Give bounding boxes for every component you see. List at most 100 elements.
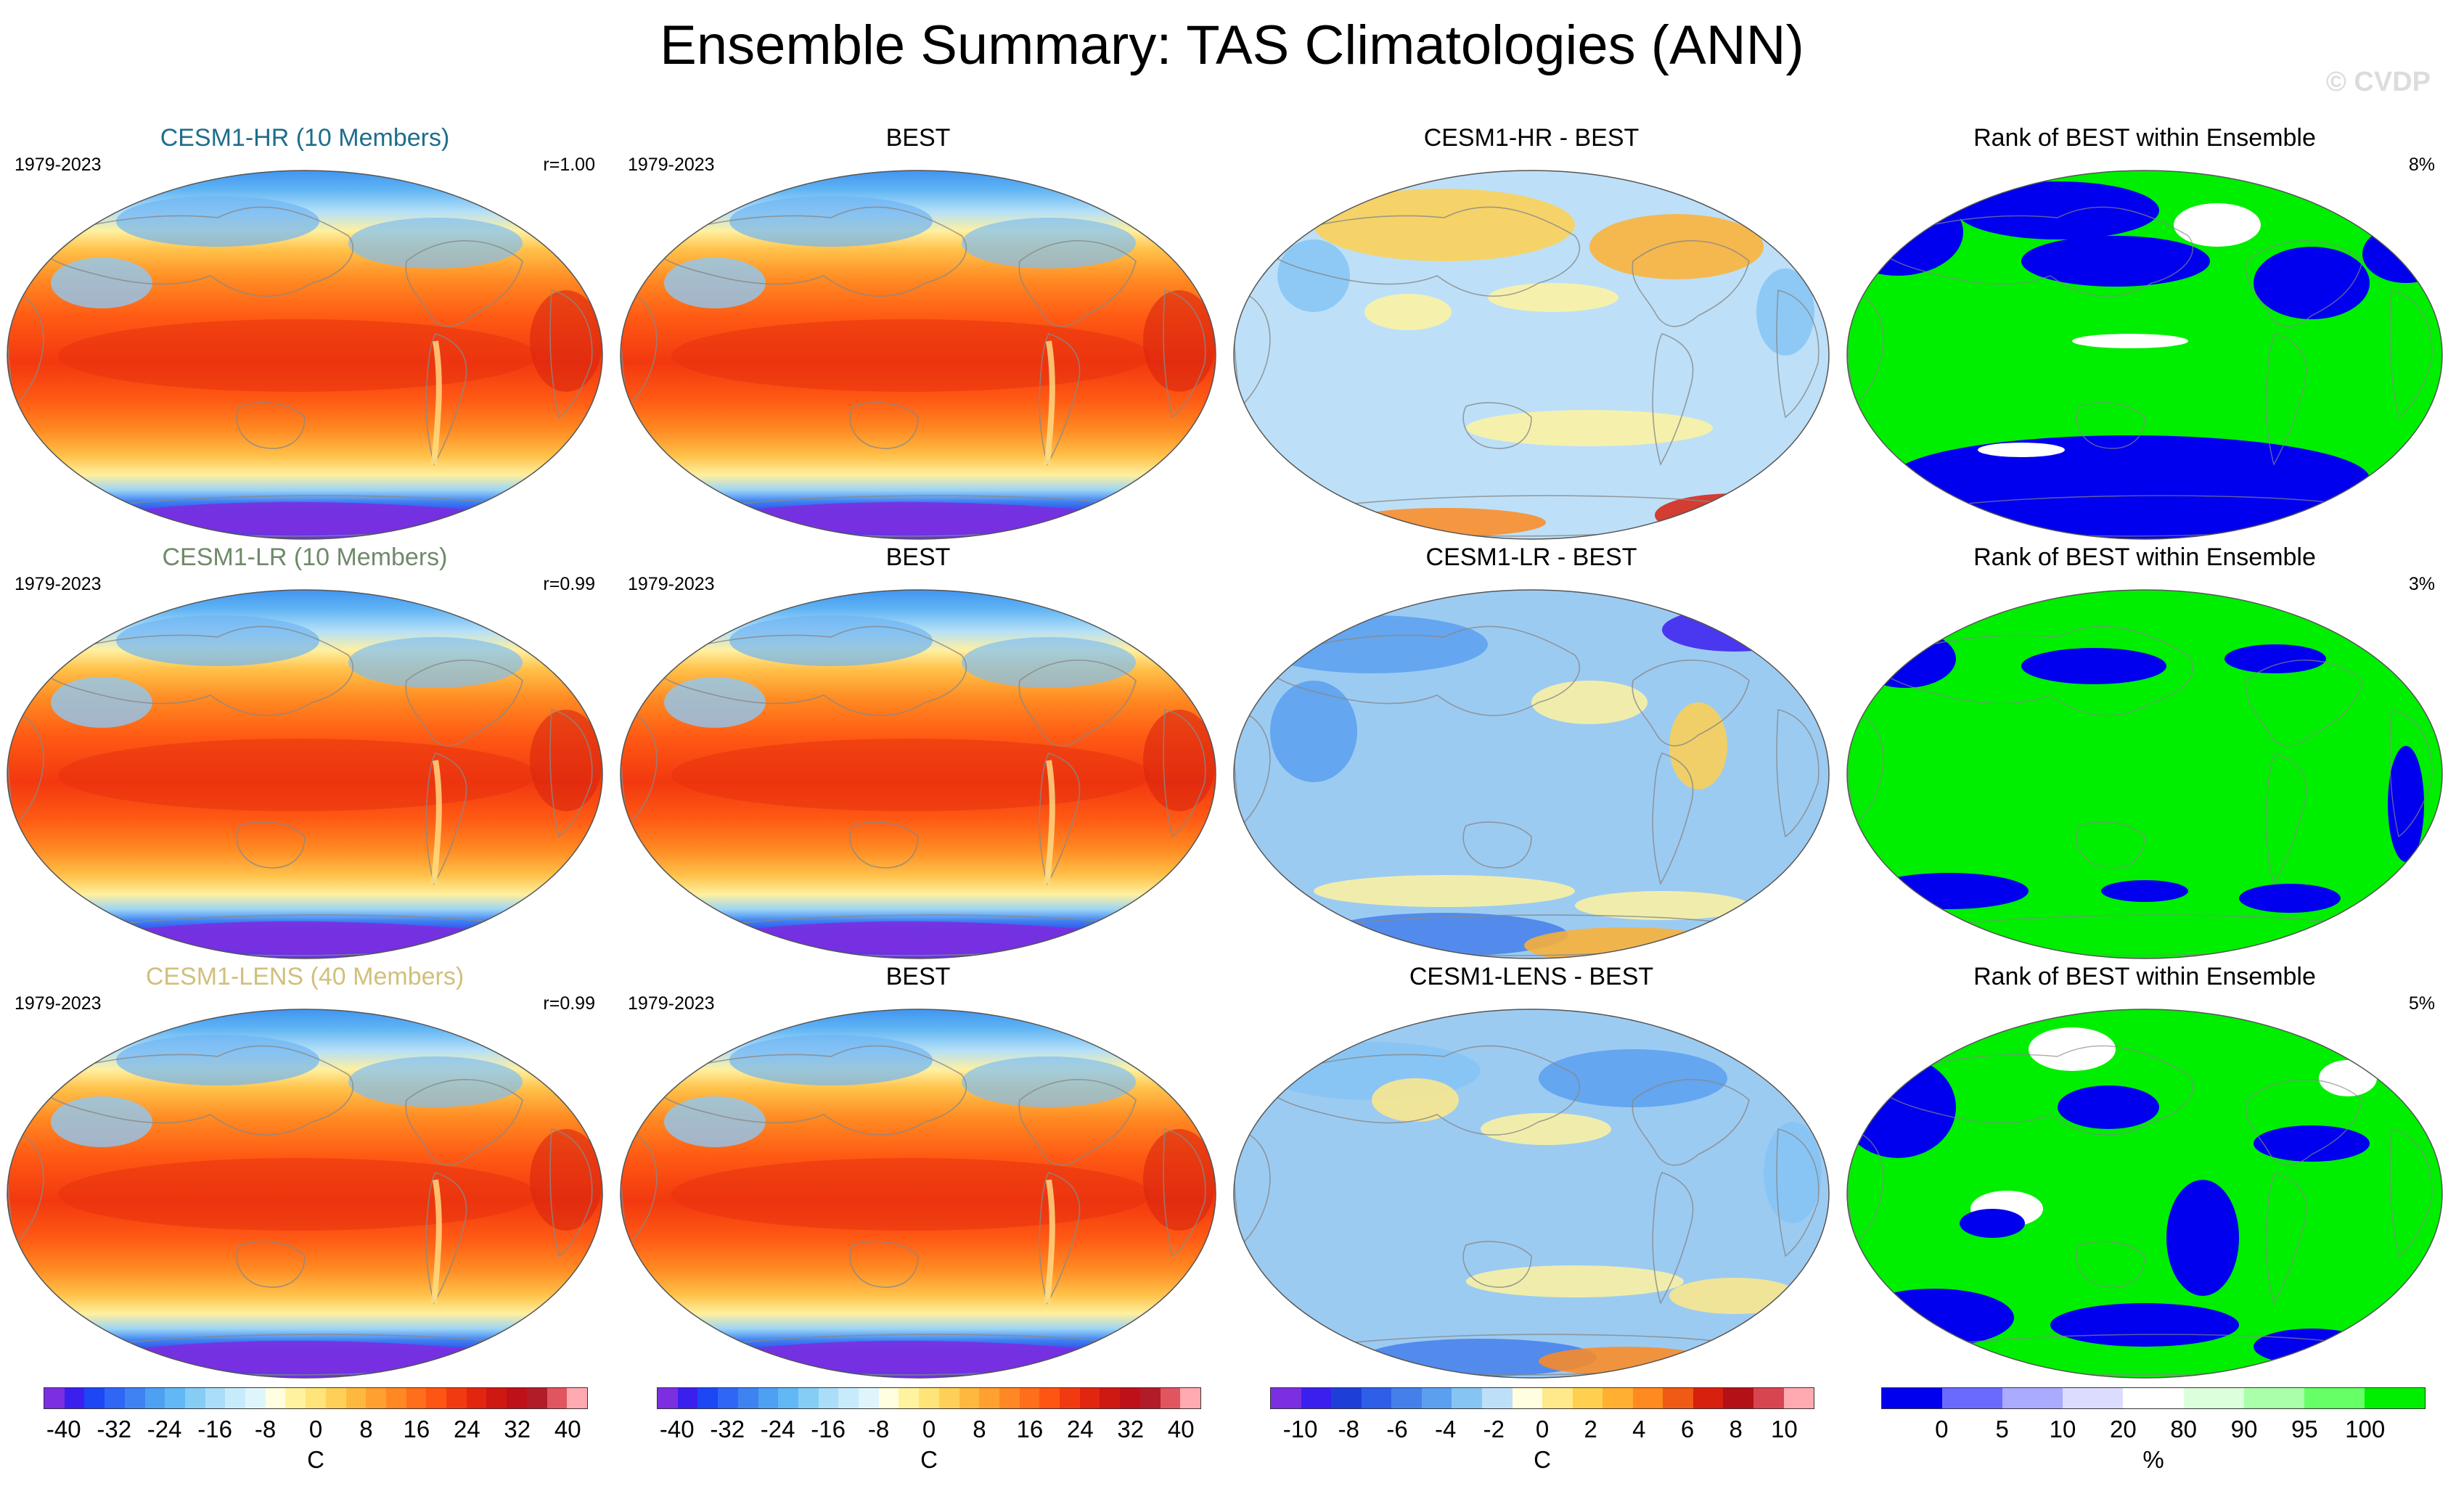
panel-obs-row1: BEST 1979-2023: [613, 123, 1223, 543]
colorbar-swatch: [184, 1388, 205, 1408]
rank-percent-label: 3%: [2408, 574, 2435, 594]
colorbar-4: 0 5 10 20 80 90 95 100%: [1881, 1387, 2464, 1474]
colorbar-tick-label: 24: [1066, 1416, 1094, 1442]
colorbar-tick-label: 80: [2170, 1416, 2198, 1442]
model-map: [7, 589, 603, 959]
colorbar-swatch: [144, 1388, 165, 1408]
panel-rank-row3: Rank of BEST within Ensemble 5%: [1840, 962, 2449, 1382]
model-map: [7, 170, 603, 540]
colorbar-swatch: [1512, 1388, 1543, 1408]
colorbar-swatches: [657, 1387, 1201, 1409]
coastline: [1018, 1079, 1137, 1166]
coastline: [1254, 625, 1580, 716]
colorbar-swatch: [1693, 1388, 1724, 1408]
colorbar-tick-label: -8: [1338, 1416, 1359, 1442]
colorbar-tick-label: 40: [554, 1416, 581, 1442]
obs-panel-title: BEST: [885, 543, 951, 571]
colorbar-swatch: [124, 1388, 145, 1408]
coastline: [1776, 289, 1820, 419]
colorbar-tick-label: 4: [1632, 1416, 1646, 1442]
coastline: [2265, 1172, 2307, 1305]
colorbar-swatch: [1572, 1388, 1603, 1408]
cvdp-watermark: © CVDP: [2325, 67, 2431, 97]
colorbar-swatch: [1271, 1388, 1301, 1408]
colorbar-swatch: [1120, 1388, 1140, 1408]
colorbar-swatch: [1663, 1388, 1693, 1408]
colorbar-swatch: [878, 1388, 899, 1408]
colorbar-swatch: [325, 1388, 346, 1408]
coastline: [405, 1079, 523, 1166]
colorbar-tick-label: 0: [922, 1416, 936, 1442]
rank-percent-label: 5%: [2408, 993, 2435, 1014]
colorbar-swatch: [466, 1388, 487, 1408]
panel-diff-row2: CESM1-LR - BEST: [1227, 543, 1836, 962]
colorbar-swatch: [1632, 1388, 1663, 1408]
coastline: [549, 708, 593, 838]
rank-percent-label: 8%: [2408, 155, 2435, 175]
colorbar-swatch: [938, 1388, 959, 1408]
colorbar-tick-label: 24: [453, 1416, 480, 1442]
colorbar-swatch: [1753, 1388, 1784, 1408]
panel-model-row1: CESM1-HR (10 Members) 1979-2023 r=1.00: [0, 123, 610, 543]
colorbar-unit-label: C: [1534, 1446, 1551, 1473]
colorbar-swatch: [345, 1388, 367, 1408]
coastline: [1776, 708, 1820, 838]
colorbar-swatch: [2304, 1388, 2365, 1408]
panel-obs-row2: BEST 1979-2023: [613, 543, 1223, 962]
colorbar-tick-label: -24: [147, 1416, 182, 1442]
colorbar-swatch: [658, 1388, 678, 1408]
coastline: [236, 821, 306, 869]
colorbar-tick-label: -2: [1483, 1416, 1505, 1442]
coastline: [1776, 1128, 1820, 1257]
colorbar-swatch: [778, 1388, 798, 1408]
period-label: 1979-2023: [628, 574, 715, 594]
colorbar-tick-label: -40: [659, 1416, 695, 1442]
coastline: [1254, 206, 1580, 297]
colorbar-swatch: [1160, 1388, 1181, 1408]
colorbar-swatch: [567, 1388, 587, 1408]
correlation-label: r=1.00: [543, 155, 595, 175]
colorbar-tick-label: -10: [1282, 1416, 1318, 1442]
coastline: [549, 289, 593, 419]
coastline: [849, 402, 919, 449]
colorbar-swatch: [999, 1388, 1020, 1408]
coastline: [1163, 1128, 1206, 1257]
coastline: [2076, 402, 2145, 449]
colorbar-swatches: [1270, 1387, 1814, 1409]
colorbar-swatch: [1301, 1388, 1332, 1408]
colorbar-tick-label: 8: [973, 1416, 986, 1442]
period-label: 1979-2023: [628, 155, 715, 175]
colorbar-tick-label: -32: [97, 1416, 132, 1442]
colorbar-swatch: [2002, 1388, 2063, 1408]
coastline: [1632, 660, 1750, 747]
coastline: [1254, 1045, 1580, 1136]
coastline: [2076, 1241, 2145, 1288]
colorbar-swatch: [245, 1388, 266, 1408]
coastline: [1632, 240, 1750, 327]
colorbar-tick-label: 16: [403, 1416, 430, 1442]
colorbar-swatch: [1882, 1388, 1943, 1408]
rank-panel-title: Rank of BEST within Ensemble: [1973, 124, 2316, 152]
colorbar-tick-label: 8: [1729, 1416, 1743, 1442]
colorbar-tick-label: 5: [1995, 1416, 2009, 1442]
colorbar-swatch: [265, 1388, 286, 1408]
colorbar-swatch: [919, 1388, 939, 1408]
colorbar-tick-label: 100: [2345, 1416, 2386, 1442]
coastline: [1462, 402, 1532, 449]
colorbar-tick-label: 0: [1535, 1416, 1550, 1442]
colorbar-swatch: [677, 1388, 698, 1408]
figure-title: Ensemble Summary: TAS Climatologies (ANN…: [660, 15, 1804, 76]
colorbar-tick-label: 8: [359, 1416, 373, 1442]
colorbar-swatch: [205, 1388, 226, 1408]
coastline: [28, 625, 353, 716]
colorbar-swatch: [64, 1388, 85, 1408]
coastline: [1163, 708, 1206, 838]
period-label: 1979-2023: [15, 155, 102, 175]
colorbar-tick-label: -8: [254, 1416, 277, 1442]
obs-map: [620, 1009, 1216, 1379]
colorbar-swatch: [737, 1388, 758, 1408]
correlation-label: r=0.99: [543, 993, 595, 1014]
coastline: [236, 1241, 306, 1288]
colorbar-tick-label: 0: [1935, 1416, 1949, 1442]
colorbar-swatch: [526, 1388, 547, 1408]
